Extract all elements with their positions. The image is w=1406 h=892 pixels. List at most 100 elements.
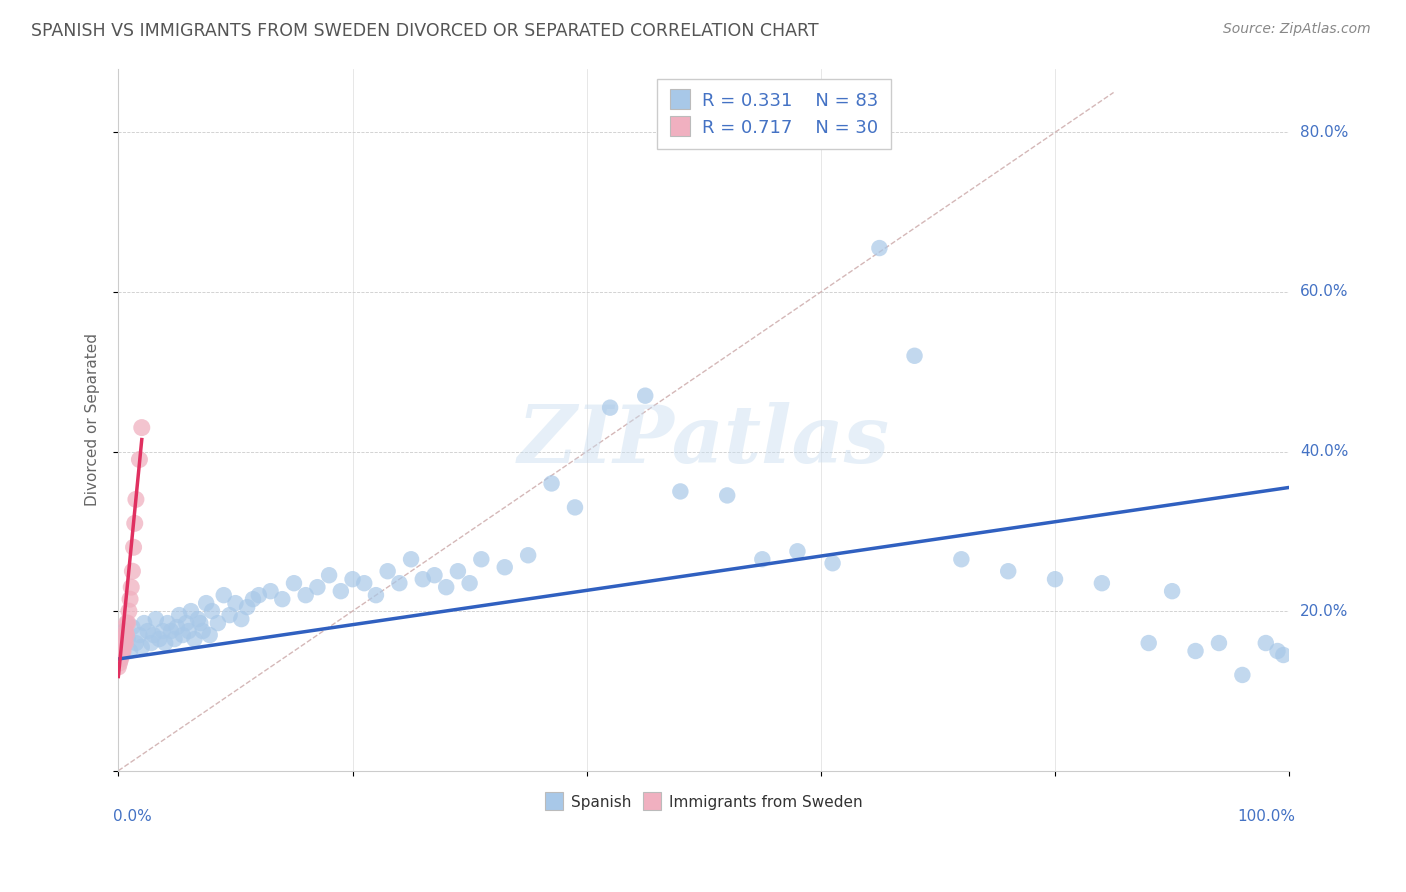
Point — [1208, 636, 1230, 650]
Point — [148, 632, 170, 646]
Point — [118, 604, 141, 618]
Text: Source: ZipAtlas.com: Source: ZipAtlas.com — [1223, 22, 1371, 37]
Point — [114, 624, 136, 638]
Point — [153, 636, 176, 650]
Point — [110, 640, 132, 654]
Point — [1161, 584, 1184, 599]
Point — [259, 584, 281, 599]
Point — [868, 241, 890, 255]
Point — [198, 628, 221, 642]
Point — [188, 616, 211, 631]
Point — [236, 600, 259, 615]
Point — [751, 552, 773, 566]
Point — [112, 628, 135, 642]
Point — [271, 592, 294, 607]
Point — [112, 640, 135, 654]
Point — [903, 349, 925, 363]
Point — [447, 564, 470, 578]
Point — [540, 476, 562, 491]
Point — [494, 560, 516, 574]
Point — [107, 660, 129, 674]
Point — [108, 656, 131, 670]
Point — [1267, 644, 1289, 658]
Point — [183, 632, 205, 646]
Point — [160, 624, 183, 638]
Point — [125, 492, 148, 507]
Point — [634, 389, 657, 403]
Point — [412, 572, 434, 586]
Point — [1254, 636, 1277, 650]
Point — [231, 612, 253, 626]
Point — [174, 616, 197, 631]
Point — [112, 624, 135, 638]
Y-axis label: Divorced or Separated: Divorced or Separated — [86, 333, 100, 506]
Point — [180, 604, 202, 618]
Point — [786, 544, 808, 558]
Point — [108, 644, 131, 658]
Point — [1137, 636, 1160, 650]
Point — [120, 592, 142, 607]
Point — [191, 624, 214, 638]
Point — [364, 588, 387, 602]
Point — [1232, 668, 1254, 682]
Point — [115, 616, 138, 631]
Text: 20.0%: 20.0% — [1301, 604, 1348, 619]
Point — [342, 572, 364, 586]
Point — [107, 652, 129, 666]
Point — [152, 624, 174, 638]
Point — [201, 604, 224, 618]
Point — [110, 648, 132, 662]
Point — [1272, 648, 1295, 662]
Point — [187, 612, 209, 626]
Point — [564, 500, 586, 515]
Point — [212, 588, 235, 602]
Point — [128, 628, 150, 642]
Point — [163, 632, 186, 646]
Point — [716, 488, 738, 502]
Point — [124, 516, 146, 531]
Text: 60.0%: 60.0% — [1301, 285, 1348, 300]
Point — [111, 644, 134, 658]
Legend: Spanish, Immigrants from Sweden: Spanish, Immigrants from Sweden — [538, 789, 869, 815]
Point — [1091, 576, 1114, 591]
Point — [120, 644, 142, 658]
Point — [434, 580, 457, 594]
Point — [242, 592, 264, 607]
Point — [950, 552, 973, 566]
Point — [132, 616, 155, 631]
Point — [117, 632, 139, 646]
Point — [172, 628, 194, 642]
Point — [458, 576, 481, 591]
Point — [136, 624, 159, 638]
Point — [207, 616, 229, 631]
Point — [599, 401, 621, 415]
Text: 80.0%: 80.0% — [1301, 125, 1348, 140]
Point — [114, 636, 136, 650]
Point — [110, 652, 132, 666]
Point — [112, 632, 135, 646]
Point — [108, 652, 131, 666]
Point — [112, 636, 135, 650]
Point — [307, 580, 329, 594]
Point — [997, 564, 1019, 578]
Point — [139, 636, 162, 650]
Point — [121, 620, 143, 634]
Point — [218, 608, 240, 623]
Point — [1184, 644, 1206, 658]
Point — [121, 564, 143, 578]
Point — [156, 616, 179, 631]
Point — [120, 580, 142, 594]
Point — [329, 584, 352, 599]
Point — [166, 620, 188, 634]
Point — [377, 564, 399, 578]
Point — [122, 541, 145, 555]
Point — [388, 576, 411, 591]
Point — [423, 568, 446, 582]
Point — [821, 556, 844, 570]
Text: 40.0%: 40.0% — [1301, 444, 1348, 459]
Text: ZIPatlas: ZIPatlas — [517, 402, 890, 479]
Text: 100.0%: 100.0% — [1237, 809, 1295, 824]
Point — [353, 576, 375, 591]
Point — [177, 624, 200, 638]
Point — [131, 420, 153, 434]
